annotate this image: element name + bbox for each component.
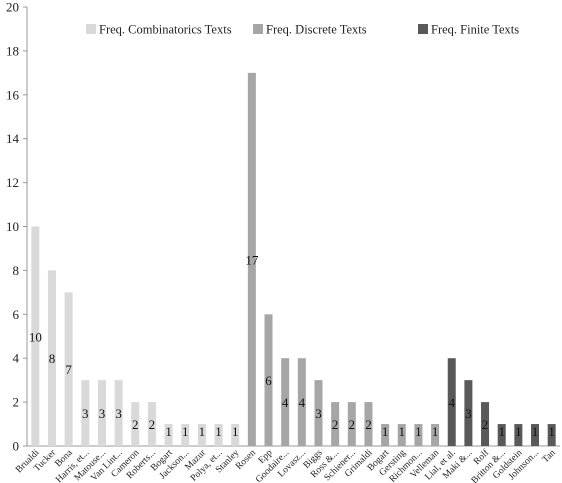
bar: [447, 358, 456, 446]
data-label: 1: [165, 424, 172, 439]
y-tick-label: 0: [13, 439, 20, 454]
bar: [197, 424, 206, 446]
y-tick-label: 14: [6, 131, 20, 146]
bar: [214, 424, 223, 446]
data-label: 6: [265, 373, 272, 388]
data-label: 4: [448, 395, 455, 410]
y-tick-label: 8: [13, 263, 20, 278]
bar: [314, 380, 323, 446]
y-tick-label: 20: [6, 0, 19, 15]
bar: [164, 424, 173, 446]
bar: [231, 424, 240, 446]
data-label: 1: [232, 424, 239, 439]
data-label: 2: [365, 417, 372, 432]
bar: [147, 402, 156, 446]
bar: [247, 72, 256, 446]
bar: [464, 380, 473, 446]
data-label: 10: [29, 329, 42, 344]
data-label: 1: [548, 424, 555, 439]
legend-label: Freq. Combinatorics Texts: [99, 23, 232, 37]
data-label: 1: [215, 424, 222, 439]
y-tick-label: 6: [13, 307, 20, 322]
data-label: 1: [432, 424, 439, 439]
data-label: 2: [482, 417, 489, 432]
legend-swatch: [86, 24, 96, 34]
bar: [131, 402, 140, 446]
legend-label: Freq. Discrete Texts: [266, 23, 367, 37]
y-tick-label: 18: [6, 43, 19, 58]
data-label: 1: [415, 424, 422, 439]
bar: [331, 402, 340, 446]
bar: [547, 424, 556, 446]
data-label: 1: [532, 424, 539, 439]
bar: [264, 314, 273, 446]
data-label: 3: [82, 406, 89, 421]
bar: [364, 402, 373, 446]
data-label: 3: [315, 406, 322, 421]
bar: [47, 270, 56, 446]
bar: [531, 424, 540, 446]
data-label: 8: [49, 351, 56, 366]
data-label: 1: [498, 424, 505, 439]
y-tick-label: 2: [13, 395, 20, 410]
bar: [381, 424, 390, 446]
y-tick-label: 16: [6, 87, 20, 102]
bar: [297, 358, 306, 446]
bar: [414, 424, 423, 446]
bar: [347, 402, 356, 446]
legend-swatch: [418, 24, 428, 34]
bar: [181, 424, 190, 446]
data-label: 2: [149, 417, 156, 432]
bar: [97, 380, 106, 446]
data-label: 2: [332, 417, 339, 432]
data-label: 7: [65, 362, 72, 377]
data-label: 1: [199, 424, 206, 439]
data-label: 2: [132, 417, 139, 432]
data-label: 4: [282, 395, 289, 410]
category-label: Tan: [541, 448, 558, 465]
data-label: 2: [349, 417, 356, 432]
bar: [64, 292, 73, 446]
data-label: 1: [399, 424, 406, 439]
data-label: 3: [99, 406, 106, 421]
data-label: 3: [465, 406, 472, 421]
bar: [431, 424, 440, 446]
legend-swatch: [253, 24, 263, 34]
legend-label: Freq. Finite Texts: [431, 23, 519, 37]
y-tick-label: 12: [6, 175, 19, 190]
data-label: 1: [182, 424, 189, 439]
bar: [397, 424, 406, 446]
data-label: 3: [115, 406, 122, 421]
bar: [81, 380, 90, 446]
bar: [481, 402, 490, 446]
y-tick-label: 4: [13, 351, 20, 366]
category-label: Rosen: [234, 448, 258, 472]
bar: [114, 380, 123, 446]
data-label: 1: [382, 424, 389, 439]
data-label: 17: [245, 252, 259, 267]
bar: [281, 358, 290, 446]
bar: [514, 424, 523, 446]
data-label: 1: [515, 424, 522, 439]
data-label: 4: [299, 395, 306, 410]
bar: [497, 424, 506, 446]
y-tick-label: 10: [6, 219, 19, 234]
bar: [31, 226, 40, 446]
